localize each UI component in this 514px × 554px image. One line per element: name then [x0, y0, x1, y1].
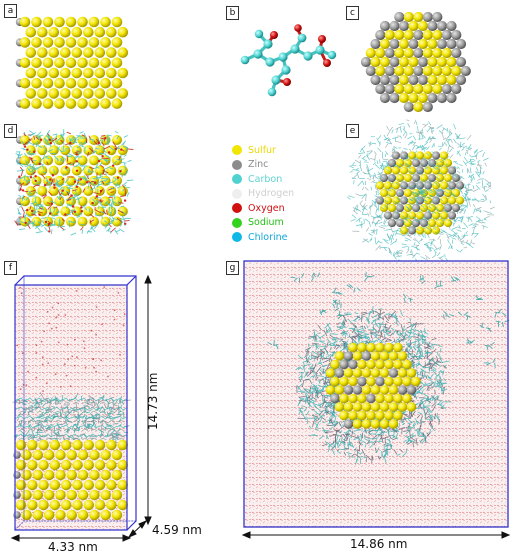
dimension-label-width-f: 4.33 nm: [48, 540, 98, 554]
oxygen-swatch-icon: [232, 203, 242, 213]
panel-e-coated-nanoparticle: [347, 120, 494, 264]
dimension-label-depth-f: 4.59 nm: [152, 523, 202, 537]
dimension-label-height: 14.73 nm: [146, 340, 160, 430]
panel-c-zns-nanoparticle: [361, 12, 471, 112]
panel-g-nanoparticle-simulation-box: [244, 261, 509, 527]
panel-label-b: b: [226, 6, 239, 20]
atom-legend: Sulfur Zinc Carbon Hydrogen Oxygen Sodiu…: [232, 143, 342, 245]
legend-item-zinc: Zinc: [232, 158, 342, 173]
panel-label-a: a: [4, 4, 17, 18]
sodium-swatch-icon: [232, 218, 242, 228]
panel-label-g: g: [226, 261, 239, 275]
legend-label-carbon: Carbon: [248, 174, 282, 185]
legend-label-zinc: Zinc: [248, 159, 268, 170]
zinc-swatch-icon: [232, 160, 242, 170]
panel-a-zns-slab: [16, 17, 128, 109]
legend-item-carbon: Carbon: [232, 172, 342, 187]
legend-label-hydrogen: Hydrogen: [248, 188, 294, 199]
legend-label-oxygen: Oxygen: [248, 203, 285, 214]
legend-item-chlorine: Chlorine: [232, 230, 342, 245]
legend-item-hydrogen: Hydrogen: [232, 187, 342, 202]
dimension-label-width-g: 14.86 nm: [350, 537, 407, 551]
carbon-swatch-icon: [232, 174, 242, 184]
legend-item-sodium: Sodium: [232, 216, 342, 231]
panel-d-coated-slab: [15, 129, 134, 235]
panel-label-f: f: [4, 261, 17, 275]
legend-label-sulfur: Sulfur: [248, 145, 276, 156]
panel-f-slab-simulation-box: [13, 276, 136, 530]
sulfur-swatch-icon: [232, 145, 242, 155]
panel-label-d: d: [4, 124, 17, 138]
chlorine-swatch-icon: [232, 232, 242, 242]
legend-item-oxygen: Oxygen: [232, 201, 342, 216]
panel-label-e: e: [346, 124, 359, 138]
panel-b-molecule: [241, 24, 336, 96]
legend-label-chlorine: Chlorine: [248, 232, 288, 243]
hydrogen-swatch-icon: [232, 189, 242, 199]
legend-label-sodium: Sodium: [248, 217, 284, 228]
panel-label-c: c: [346, 6, 359, 20]
legend-item-sulfur: Sulfur: [232, 143, 342, 158]
